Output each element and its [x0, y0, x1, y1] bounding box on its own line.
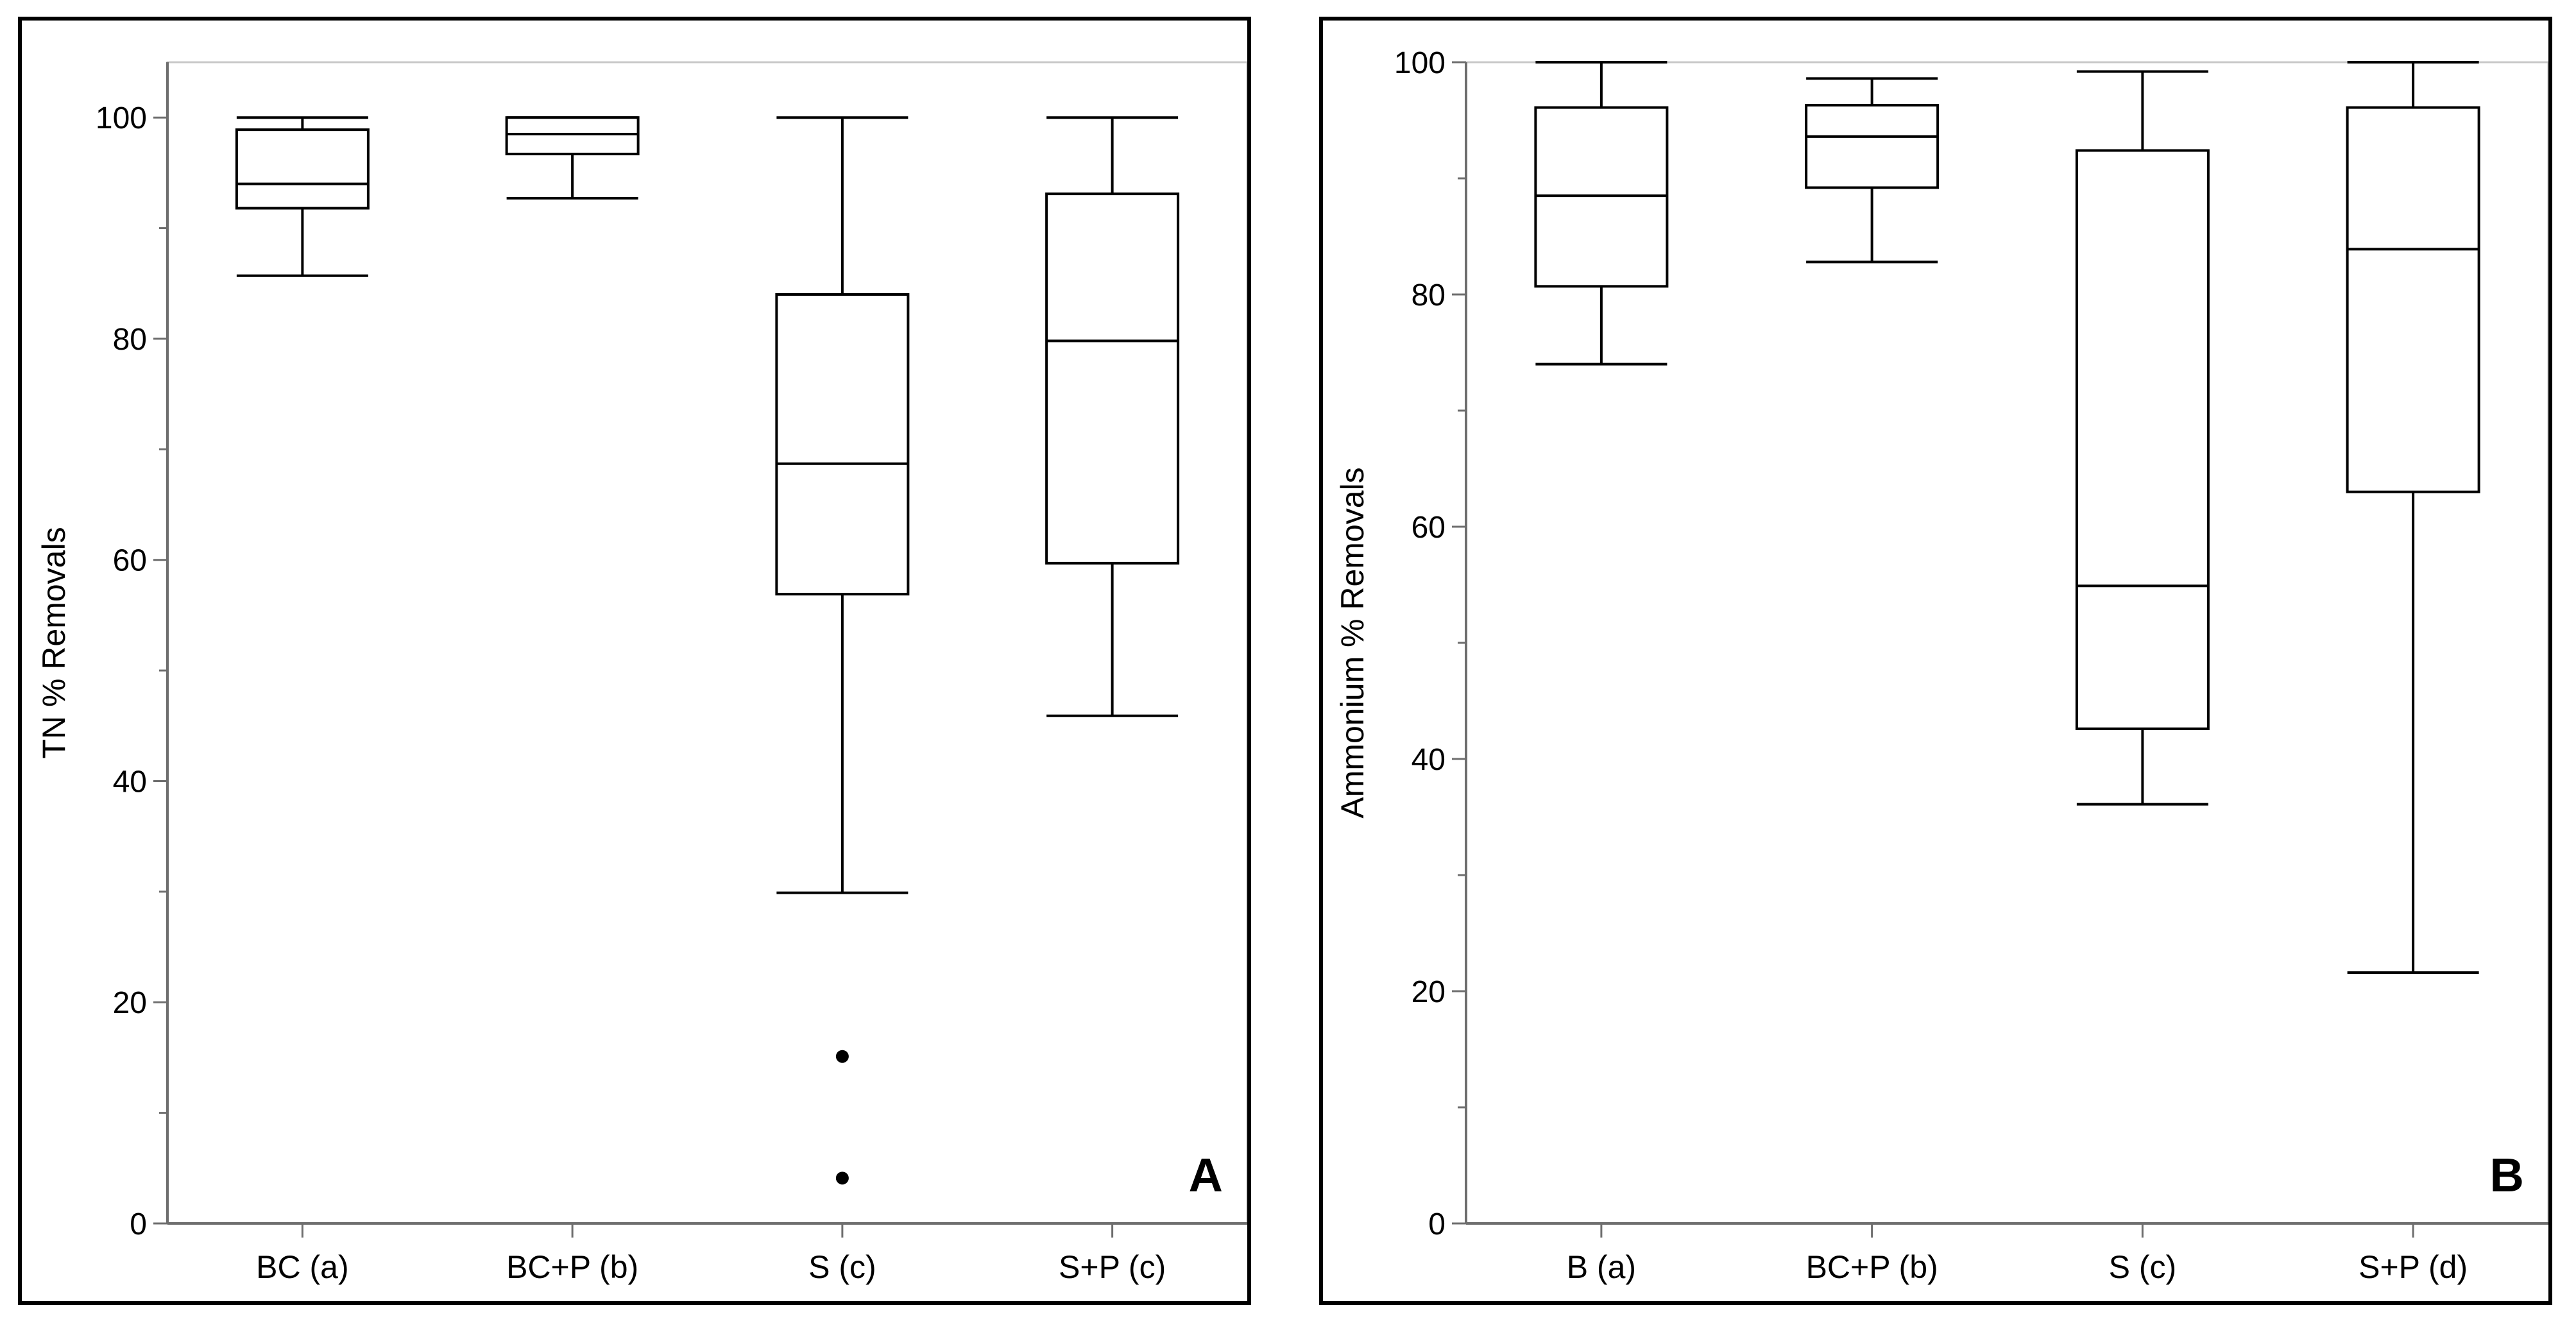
panel-b-category-label: BC+P (b): [1806, 1249, 1938, 1285]
panel-b-category-label: S (c): [2109, 1249, 2177, 1285]
panel-a-letter: A: [1189, 1148, 1223, 1202]
panel-b-y-tick-label: 80: [1412, 278, 1446, 312]
panel-a-category-label: S+P (c): [1059, 1249, 1166, 1285]
panel-b-category-label: B (a): [1567, 1249, 1636, 1285]
panel-a-iqr-box: [235, 128, 370, 210]
panel-b-y-tick-label: 20: [1412, 975, 1446, 1009]
panel-b-box-3: [2075, 70, 2210, 806]
panel-b-letter: B: [2490, 1148, 2524, 1202]
panel-a-outlier-point: [835, 1050, 849, 1063]
panel-a-iqr-box: [775, 293, 910, 596]
panel-a-box-3: [775, 116, 910, 1185]
panel-a-y-tick-label: 0: [130, 1207, 147, 1241]
panel-a-iqr-box: [1045, 192, 1180, 565]
panel-b-category-label: S+P (d): [2358, 1249, 2468, 1285]
panel-b-y-tick-label: 0: [1428, 1207, 1446, 1241]
panel-b-box-1: [1534, 61, 1669, 366]
boxplot-b: 0 20 40 60 80 100 Ammonium % Removals B (a) BC+P…: [1335, 46, 2548, 1285]
panel-a-box-4: [1045, 116, 1180, 717]
panel-a-y-tick-label: 20: [113, 986, 147, 1020]
panel-b-box-2: [1805, 77, 1940, 264]
chart-panel-b: 0 20 40 60 80 100 Ammonium % Removals B (a) BC+P…: [1319, 17, 2552, 1305]
panel-a-y-tick-label: 60: [113, 544, 147, 578]
panel-a-category-label: S (c): [808, 1249, 876, 1285]
panel-a-y-tick-label: 40: [113, 765, 147, 799]
panel-b-y-tick-label: 40: [1412, 743, 1446, 777]
panel-b-iqr-box: [2075, 149, 2210, 730]
boxplot-a: 0 20 40 60 80 100 TN % Removals BC (a) BC+P (b) S…: [36, 61, 1247, 1285]
panel-b-y-axis-label: Ammonium % Removals: [1335, 467, 1370, 818]
panel-b-iqr-box: [1805, 103, 1940, 189]
panel-b-y-tick-label: 100: [1394, 46, 1446, 80]
chart-panel-a: 0 20 40 60 80 100 TN % Removals BC (a) BC+P (b) S…: [18, 17, 1251, 1305]
panel-a-category-label: BC (a): [256, 1249, 348, 1285]
panel-a-y-axis-label: TN % Removals: [36, 527, 72, 758]
panel-a-category-label: BC+P (b): [506, 1249, 638, 1285]
panel-a-box-1: [235, 116, 370, 277]
panel-a-iqr-box: [505, 116, 640, 156]
panel-a-box-2: [505, 116, 640, 200]
panel-b-box-4: [2346, 61, 2480, 975]
panel-a-y-tick-label: 100: [96, 101, 147, 135]
panel-a-outlier-point: [835, 1171, 849, 1185]
panel-a-y-tick-label: 80: [113, 323, 147, 357]
panel-b-iqr-box: [2346, 106, 2480, 493]
panel-b-y-tick-label: 60: [1412, 511, 1446, 545]
